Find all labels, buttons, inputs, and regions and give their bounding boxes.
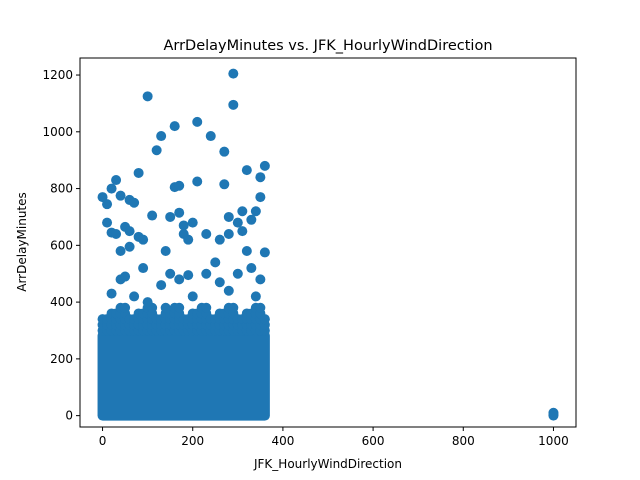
data-point — [120, 302, 131, 313]
data-point — [201, 228, 212, 239]
data-point — [156, 280, 167, 291]
y-tick-label: 800 — [50, 182, 73, 196]
y-tick-label: 400 — [50, 295, 73, 309]
data-point — [129, 291, 140, 302]
data-points — [97, 68, 559, 421]
data-point — [223, 228, 234, 239]
y-tick-label: 1200 — [42, 68, 73, 82]
data-point — [174, 180, 185, 191]
data-point — [205, 131, 216, 142]
chart-title: ArrDelayMinutes vs. JFK_HourlyWindDirect… — [163, 38, 492, 54]
data-point — [183, 270, 194, 281]
y-axis-ticks: 0 200 400 600 800 1000 1200 — [42, 68, 80, 423]
data-point — [255, 192, 266, 203]
data-point — [250, 206, 261, 217]
data-point — [165, 268, 176, 279]
data-point — [201, 268, 212, 279]
x-tick-label: 800 — [452, 434, 475, 448]
data-point — [214, 277, 225, 288]
data-point — [187, 217, 198, 228]
data-point — [228, 302, 239, 313]
data-point — [223, 211, 234, 222]
data-point — [174, 274, 185, 285]
data-point — [228, 68, 239, 79]
data-point — [246, 263, 257, 274]
data-point — [174, 207, 185, 218]
data-point — [548, 410, 559, 421]
data-point — [259, 247, 270, 258]
data-point — [115, 190, 126, 201]
data-point — [111, 175, 122, 186]
data-point — [165, 211, 176, 222]
data-point — [241, 246, 252, 257]
data-point — [124, 226, 135, 237]
x-tick-label: 0 — [99, 434, 107, 448]
data-point — [138, 263, 149, 274]
data-point — [106, 288, 117, 299]
y-tick-label: 1000 — [42, 125, 73, 139]
x-tick-label: 1000 — [538, 434, 569, 448]
x-axis-label: JFK_HourlyWindDirection — [253, 457, 402, 471]
data-point — [232, 268, 243, 279]
data-point — [255, 302, 266, 313]
data-point — [142, 91, 153, 102]
data-point — [237, 226, 248, 237]
data-point — [237, 206, 248, 217]
data-point — [133, 167, 144, 178]
x-axis-ticks: 0 200 400 600 800 1000 — [99, 427, 569, 448]
data-point — [97, 192, 108, 203]
data-point — [201, 302, 212, 313]
x-tick-label: 600 — [362, 434, 385, 448]
x-tick-label: 200 — [181, 434, 204, 448]
data-point — [246, 214, 257, 225]
data-point — [219, 146, 230, 157]
data-point — [192, 116, 203, 127]
data-point — [214, 234, 225, 245]
data-point — [111, 228, 122, 239]
data-point — [255, 274, 266, 285]
data-point — [223, 285, 234, 296]
data-point — [178, 220, 189, 231]
data-point — [102, 199, 113, 210]
data-point — [115, 246, 126, 257]
data-point — [156, 131, 167, 142]
data-point — [124, 241, 135, 252]
data-point — [147, 210, 158, 221]
data-point — [169, 121, 180, 132]
data-point — [259, 314, 270, 325]
data-point — [120, 271, 131, 282]
y-tick-label: 600 — [50, 238, 73, 252]
data-point — [192, 176, 203, 187]
data-point — [183, 234, 194, 245]
data-point — [228, 99, 239, 110]
dense-points-band — [97, 330, 270, 421]
data-point — [142, 297, 153, 308]
y-tick-label: 200 — [50, 352, 73, 366]
data-point — [255, 172, 266, 183]
plot-frame — [79, 57, 577, 428]
data-point — [102, 217, 113, 228]
data-point — [160, 246, 171, 257]
data-point — [210, 257, 221, 268]
data-point — [219, 179, 230, 190]
data-point — [241, 165, 252, 176]
data-point — [232, 217, 243, 228]
data-point — [129, 197, 140, 208]
y-tick-label: 0 — [65, 409, 73, 423]
data-point — [259, 160, 270, 171]
data-point — [250, 291, 261, 302]
data-point — [187, 291, 198, 302]
data-point — [138, 234, 149, 245]
data-point — [106, 183, 117, 194]
data-point — [151, 145, 162, 156]
y-axis-label: ArrDelayMinutes — [15, 192, 29, 292]
data-point — [174, 302, 185, 313]
x-tick-label: 400 — [271, 434, 294, 448]
data-point — [160, 302, 171, 313]
